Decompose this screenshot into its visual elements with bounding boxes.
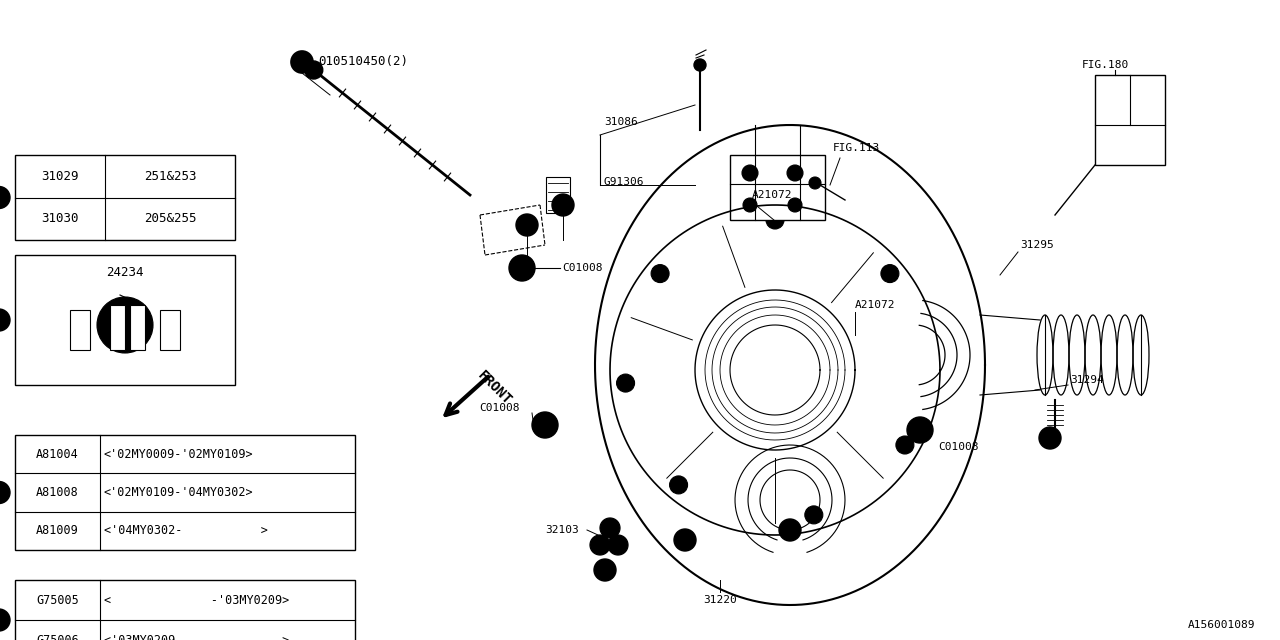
- Circle shape: [742, 198, 756, 212]
- Text: C01008: C01008: [562, 263, 603, 273]
- Circle shape: [652, 264, 669, 283]
- Text: 6: 6: [1047, 433, 1053, 443]
- Circle shape: [780, 519, 801, 541]
- Circle shape: [108, 307, 143, 343]
- Text: 1: 1: [0, 193, 3, 202]
- Text: A21072: A21072: [855, 300, 896, 310]
- Circle shape: [742, 165, 758, 181]
- Bar: [730, 155, 826, 220]
- Bar: [547, 177, 570, 213]
- Circle shape: [291, 51, 314, 73]
- Circle shape: [613, 540, 623, 550]
- Bar: [70, 310, 90, 350]
- Circle shape: [600, 518, 620, 538]
- Text: 010510450(2): 010510450(2): [317, 56, 408, 68]
- Circle shape: [617, 374, 635, 392]
- Text: C01008: C01008: [480, 403, 520, 413]
- Circle shape: [605, 523, 614, 533]
- Text: C01008: C01008: [938, 442, 978, 452]
- Circle shape: [896, 436, 914, 454]
- Text: 31220: 31220: [703, 595, 737, 605]
- Circle shape: [788, 198, 803, 212]
- Text: B: B: [298, 56, 306, 68]
- Circle shape: [538, 418, 552, 432]
- Text: <'02MY0109-'04MY0302>: <'02MY0109-'04MY0302>: [104, 486, 253, 499]
- Circle shape: [608, 535, 628, 555]
- Text: <'02MY0009-'02MY0109>: <'02MY0009-'02MY0109>: [104, 447, 253, 461]
- Text: 31030: 31030: [41, 212, 79, 225]
- Circle shape: [509, 255, 535, 281]
- Text: 31029: 31029: [41, 170, 79, 183]
- Text: A81009: A81009: [36, 524, 79, 538]
- Text: <'03MY0209-              >: <'03MY0209- >: [104, 634, 289, 640]
- Bar: [15, 435, 355, 550]
- Text: 32103: 32103: [545, 525, 579, 535]
- Circle shape: [532, 412, 558, 438]
- Text: G75005: G75005: [36, 593, 79, 607]
- Circle shape: [594, 559, 616, 581]
- Circle shape: [881, 264, 899, 283]
- Text: 251&253: 251&253: [143, 170, 196, 183]
- Text: A21072: A21072: [753, 190, 792, 200]
- Text: 2: 2: [0, 315, 3, 325]
- Text: 3: 3: [0, 488, 3, 497]
- Text: A156001089: A156001089: [1188, 620, 1254, 630]
- Text: 31295: 31295: [1020, 240, 1053, 250]
- Circle shape: [913, 423, 927, 437]
- Text: 205&255: 205&255: [143, 212, 196, 225]
- Text: G75006: G75006: [36, 634, 79, 640]
- Text: 3: 3: [787, 525, 794, 535]
- Circle shape: [765, 211, 783, 229]
- Circle shape: [590, 535, 611, 555]
- Bar: [15, 155, 236, 240]
- Text: 31294: 31294: [1070, 375, 1103, 385]
- Text: <              -'03MY0209>: < -'03MY0209>: [104, 593, 289, 607]
- Text: FIG.113: FIG.113: [833, 143, 881, 153]
- Circle shape: [97, 297, 154, 353]
- Circle shape: [675, 529, 696, 551]
- Circle shape: [809, 177, 820, 189]
- Text: A81008: A81008: [36, 486, 79, 499]
- Circle shape: [908, 417, 933, 443]
- Text: FRONT: FRONT: [475, 368, 515, 408]
- Circle shape: [552, 194, 573, 216]
- Bar: [131, 305, 145, 350]
- Text: 4: 4: [0, 615, 3, 625]
- Text: 31086: 31086: [604, 117, 637, 127]
- Text: 5: 5: [602, 565, 608, 575]
- Circle shape: [787, 165, 803, 181]
- Text: 24234: 24234: [106, 266, 143, 280]
- Circle shape: [516, 214, 538, 236]
- Circle shape: [0, 609, 10, 631]
- Text: 2: 2: [559, 200, 566, 210]
- Circle shape: [595, 540, 605, 550]
- Text: FIG.180: FIG.180: [1082, 60, 1129, 70]
- Circle shape: [515, 261, 529, 275]
- Circle shape: [305, 61, 323, 79]
- Bar: [1094, 75, 1165, 165]
- Circle shape: [1039, 427, 1061, 449]
- Circle shape: [669, 476, 687, 494]
- Circle shape: [805, 506, 823, 524]
- Bar: [110, 305, 125, 350]
- Circle shape: [0, 186, 10, 209]
- Bar: [160, 310, 180, 350]
- Bar: [15, 255, 236, 385]
- Bar: [15, 580, 355, 640]
- Circle shape: [694, 59, 707, 71]
- Text: 4: 4: [682, 535, 689, 545]
- Text: 1: 1: [524, 220, 530, 230]
- Text: G91306: G91306: [604, 177, 645, 187]
- Text: <'04MY0302-           >: <'04MY0302- >: [104, 524, 268, 538]
- Text: A81004: A81004: [36, 447, 79, 461]
- Circle shape: [0, 309, 10, 331]
- Circle shape: [0, 481, 10, 504]
